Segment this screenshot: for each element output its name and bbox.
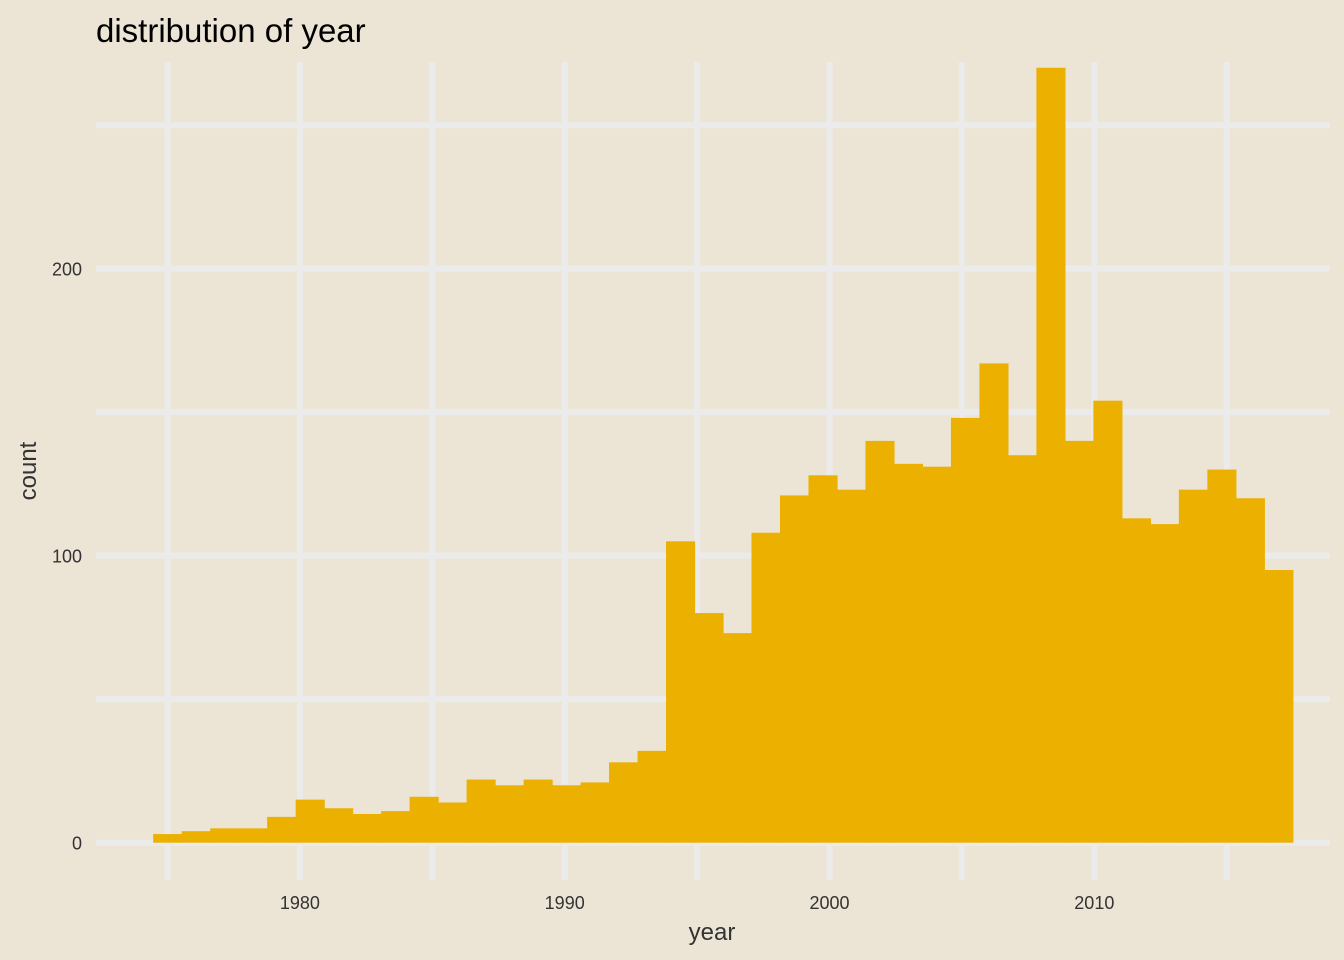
- x-axis-title: year: [689, 919, 736, 946]
- histogram-bar: [181, 831, 211, 843]
- histogram-bar: [979, 363, 1009, 843]
- histogram-bar: [666, 541, 696, 843]
- x-axis-ticks: 1980 1990 2000 2010: [280, 893, 1114, 913]
- histogram-bar: [950, 417, 981, 843]
- histogram-bar: [1064, 440, 1094, 843]
- histogram-bar: [1093, 400, 1123, 843]
- histogram-bar: [523, 779, 553, 843]
- y-tick-label: 100: [52, 547, 82, 567]
- x-tick-label: 2010: [1074, 893, 1114, 913]
- histogram-bar: [352, 813, 382, 843]
- x-tick-label: 2000: [809, 893, 849, 913]
- histogram-bar: [466, 779, 496, 843]
- y-tick-label: 0: [72, 834, 82, 854]
- histogram-bars: [153, 67, 1294, 843]
- histogram-bar: [694, 613, 724, 843]
- histogram-bar: [637, 750, 667, 843]
- histogram-bar: [751, 532, 781, 843]
- histogram-bar: [1150, 524, 1180, 843]
- histogram-bar: [1207, 469, 1237, 843]
- histogram-bar: [609, 762, 639, 843]
- histogram-bar: [409, 796, 439, 843]
- histogram-bar: [808, 475, 838, 843]
- histogram-bar: [1264, 570, 1294, 843]
- histogram-bar: [893, 463, 924, 843]
- histogram-bar: [324, 808, 354, 843]
- x-tick-label: 1980: [280, 893, 320, 913]
- histogram-bar: [1178, 489, 1208, 843]
- histogram-bar: [865, 440, 895, 843]
- histogram-bar: [1235, 498, 1265, 843]
- histogram-bar: [836, 489, 867, 843]
- histogram-bar: [381, 811, 411, 843]
- histogram-bar: [723, 633, 753, 843]
- histogram-bar: [1007, 455, 1038, 843]
- histogram-bar: [580, 782, 610, 843]
- histogram-bar: [267, 816, 297, 843]
- histogram-bar: [1036, 67, 1066, 843]
- y-axis-title: count: [15, 441, 42, 500]
- x-tick-label: 1990: [545, 893, 585, 913]
- chart-title: distribution of year: [96, 12, 366, 49]
- histogram-bar: [922, 466, 952, 843]
- histogram-bar: [552, 785, 582, 843]
- histogram-bar: [210, 828, 240, 843]
- histogram-bar: [238, 828, 268, 843]
- histogram-bar: [153, 834, 183, 843]
- histogram-bar: [495, 785, 525, 843]
- histogram-bar: [779, 495, 810, 843]
- histogram-bar: [295, 799, 325, 843]
- y-tick-label: 200: [52, 260, 82, 280]
- y-axis-ticks: 0 100 200: [52, 260, 82, 854]
- histogram-bar: [1121, 518, 1151, 843]
- histogram-bar: [438, 802, 468, 843]
